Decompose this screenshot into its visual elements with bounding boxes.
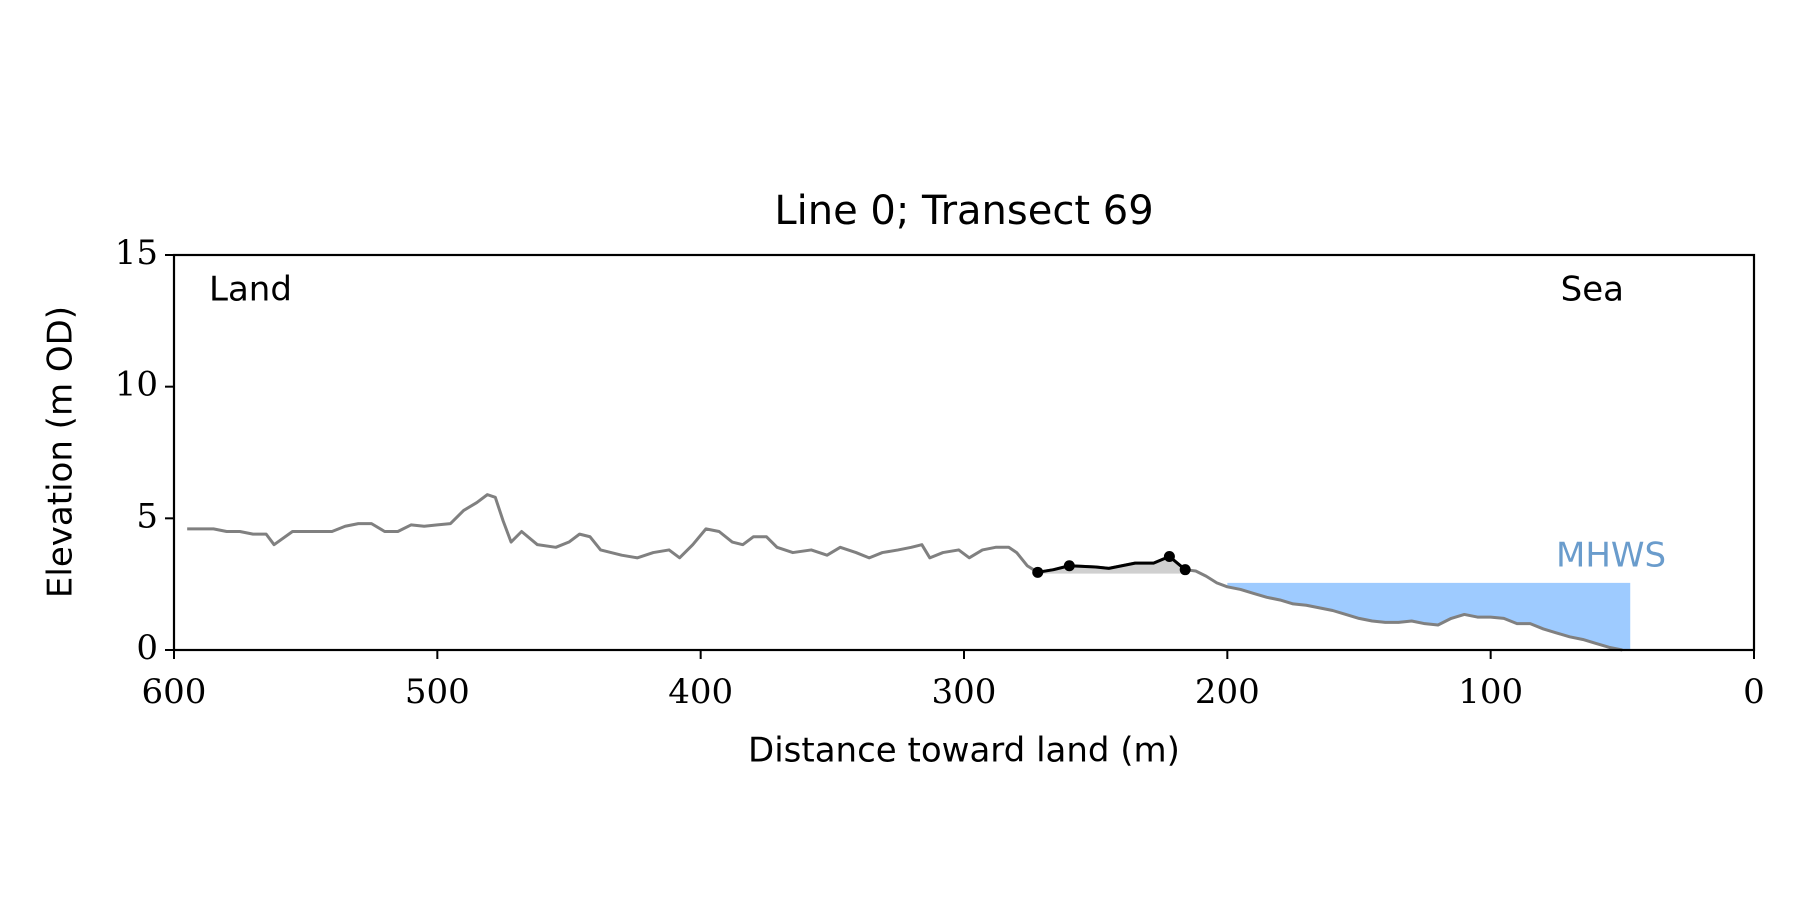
- x-tick-label: 500: [405, 672, 470, 712]
- x-tick-label: 200: [1195, 672, 1260, 712]
- x-tick-label: 400: [668, 672, 733, 712]
- point: [1063, 560, 1075, 572]
- y-tick-label: 5: [136, 496, 158, 536]
- x-tick-label: 0: [1743, 672, 1765, 712]
- point: [1179, 564, 1191, 576]
- y-tick-label: 0: [136, 628, 158, 668]
- crest-area: [1037, 556, 1186, 574]
- mhws-label: MHWS: [1556, 536, 1666, 576]
- y-tick-label: 10: [115, 365, 158, 405]
- chart-title: Line 0; Transect 69: [774, 188, 1153, 234]
- line: [187, 493, 1623, 652]
- x-axis-label: Distance toward land (m): [748, 731, 1180, 771]
- point: [1032, 566, 1044, 578]
- annotation: Sea: [1561, 270, 1624, 310]
- y-tick-label: 15: [115, 233, 158, 273]
- x-tick-label: 100: [1458, 672, 1523, 712]
- point: [1163, 551, 1175, 563]
- line: [1037, 555, 1187, 574]
- x-tick-label: 300: [932, 672, 997, 712]
- y-axis-label: Elevation (m OD): [41, 306, 81, 598]
- mhws-area: [1227, 582, 1631, 650]
- x-tick-label: 600: [142, 672, 207, 712]
- annotation: Land: [209, 270, 292, 310]
